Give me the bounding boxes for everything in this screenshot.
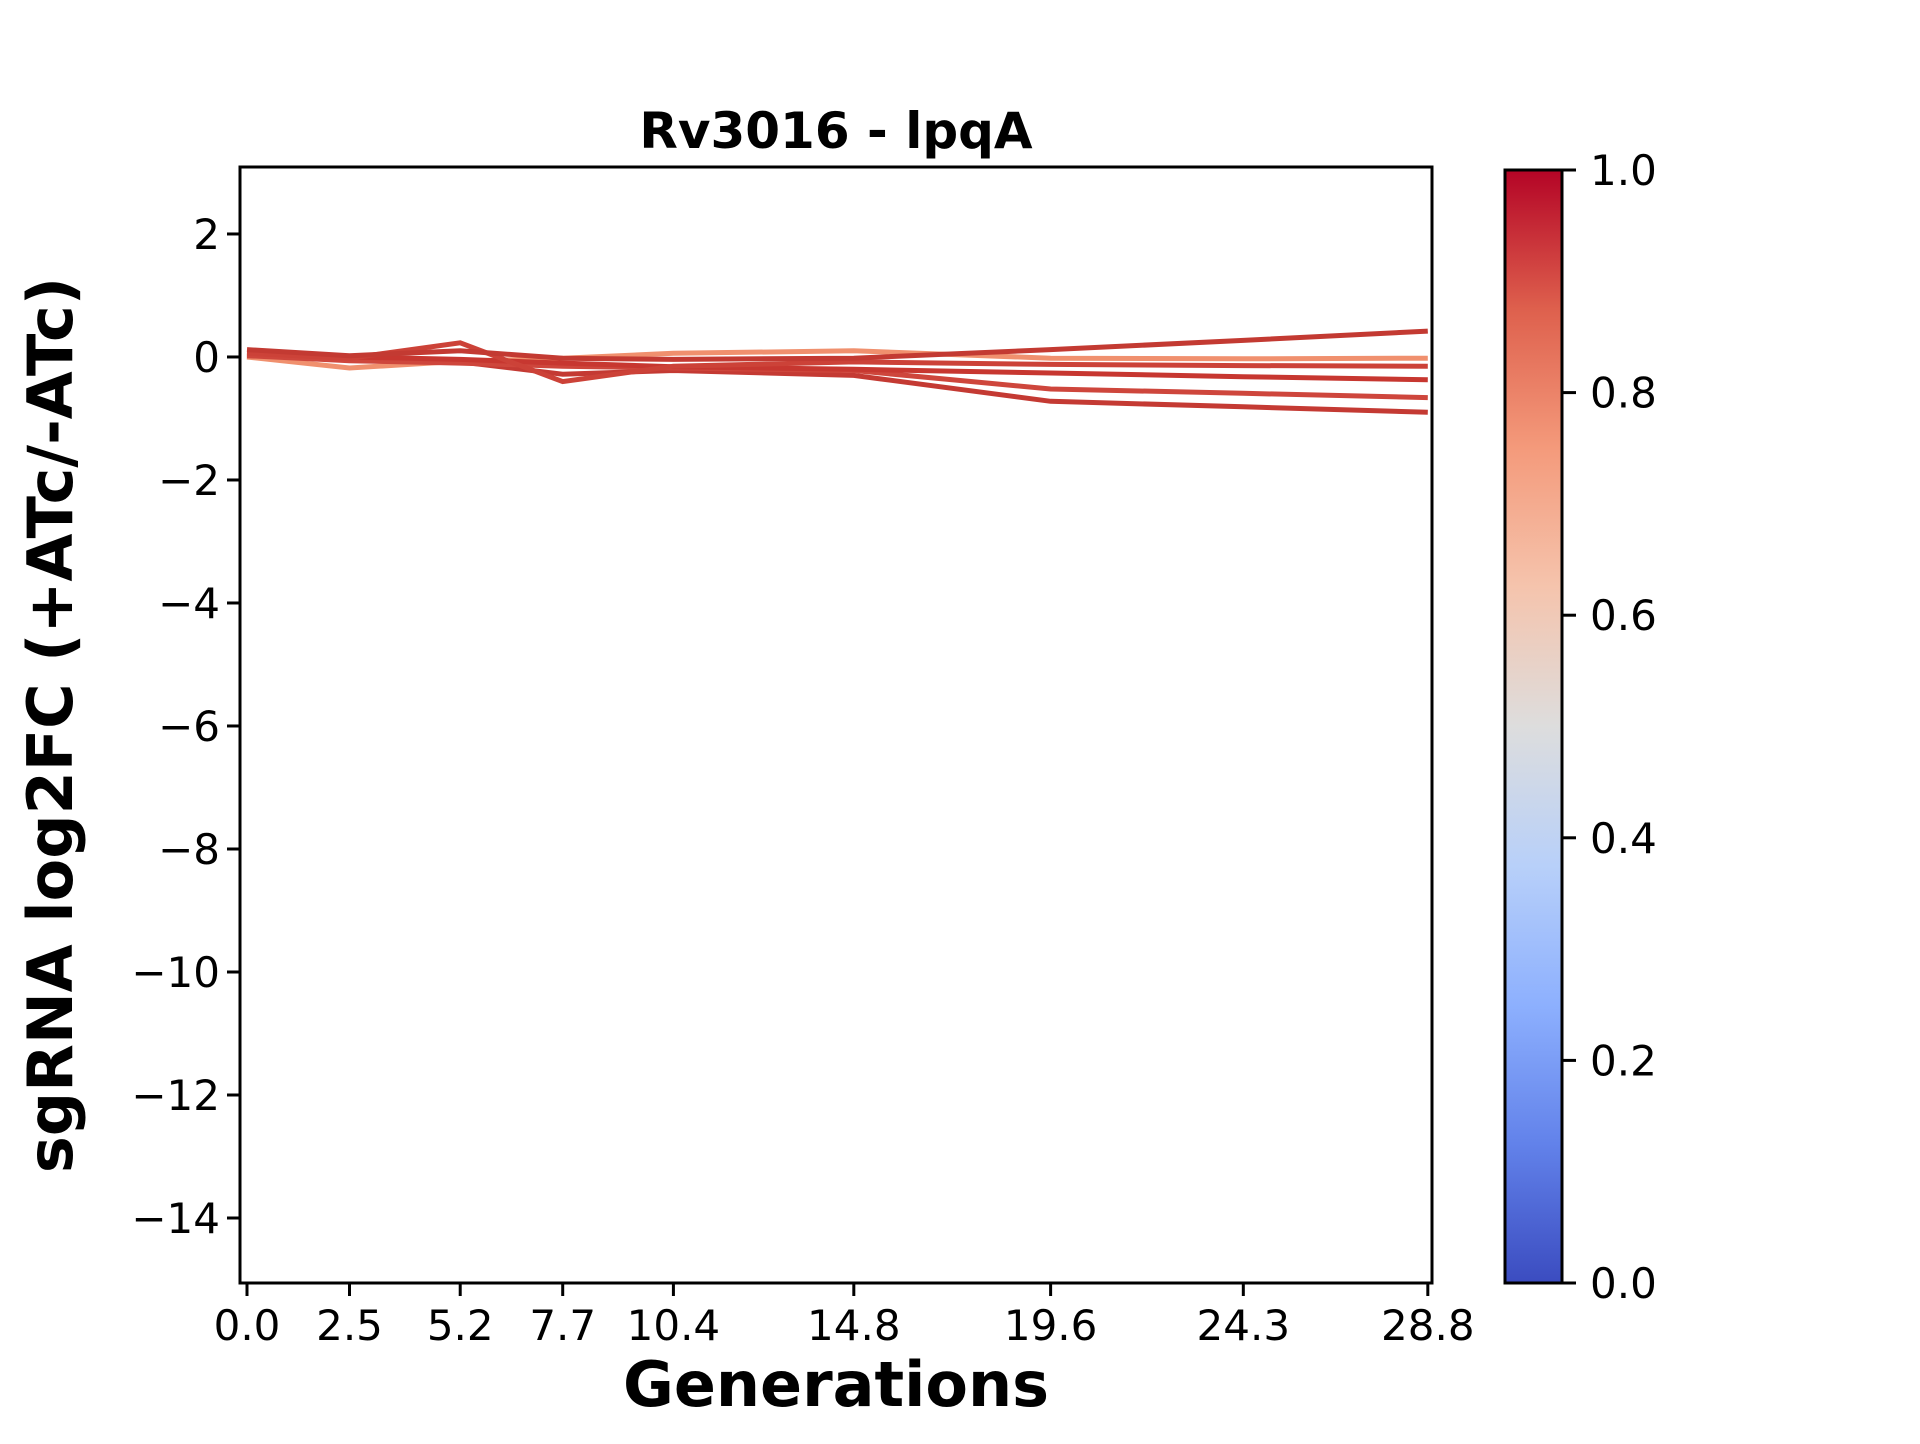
series-line-sgRNA-A xyxy=(246,328,1428,362)
y-tick-label: 2 xyxy=(193,210,220,259)
x-tick-label: 19.6 xyxy=(1004,1301,1098,1350)
x-tick-label: 28.8 xyxy=(1381,1301,1475,1350)
y-tick-label: −6 xyxy=(158,702,220,751)
y-tick-label: −14 xyxy=(131,1194,220,1243)
y-axis-ticks: 2 0 −2 −4 −6 −8 −10 −12 −14 xyxy=(131,210,240,1243)
colorbar-tick-label: 1.0 xyxy=(1590,146,1657,195)
x-tick-label: 14.8 xyxy=(807,1301,901,1350)
x-tick-label: 7.7 xyxy=(529,1301,596,1350)
x-axis-label: Generations xyxy=(623,1348,1049,1421)
plot-area-spines xyxy=(238,165,1434,1285)
x-tick-label: 0.0 xyxy=(214,1301,281,1350)
y-tick-label: −10 xyxy=(131,948,220,997)
x-tick-label: 24.3 xyxy=(1197,1301,1291,1350)
y-tick-label: −4 xyxy=(158,579,220,628)
colorbar-ticks: 1.0 0.8 0.6 0.4 0.2 0.0 xyxy=(1562,146,1657,1308)
chart-title: Rv3016 - lpqA xyxy=(639,102,1033,160)
colorbar-tick-label: 0.0 xyxy=(1590,1259,1657,1308)
x-tick-label: 10.4 xyxy=(627,1301,721,1350)
x-tick-label: 5.2 xyxy=(427,1301,494,1350)
colorbar-tick-label: 0.4 xyxy=(1590,814,1657,863)
x-tick-label: 2.5 xyxy=(316,1301,383,1350)
colorbar-tick-label: 0.2 xyxy=(1590,1036,1657,1085)
colorbar-tick-label: 0.6 xyxy=(1590,591,1657,640)
y-tick-label: 0 xyxy=(193,333,220,382)
y-tick-label: −8 xyxy=(158,825,220,874)
series-lines xyxy=(246,328,1428,415)
y-tick-label: −2 xyxy=(158,456,220,505)
colorbar-tick-label: 0.8 xyxy=(1590,369,1657,418)
x-axis-ticks: 0.0 2.5 5.2 7.7 10.4 14.8 19.6 24.3 28.8 xyxy=(214,1283,1475,1350)
series-line-sgRNA-B xyxy=(246,348,1428,371)
y-tick-label: −12 xyxy=(131,1071,220,1120)
y-axis-label: sgRNA log2FC (+ATc/-ATc) xyxy=(14,277,87,1173)
colorbar xyxy=(1503,168,1564,1285)
